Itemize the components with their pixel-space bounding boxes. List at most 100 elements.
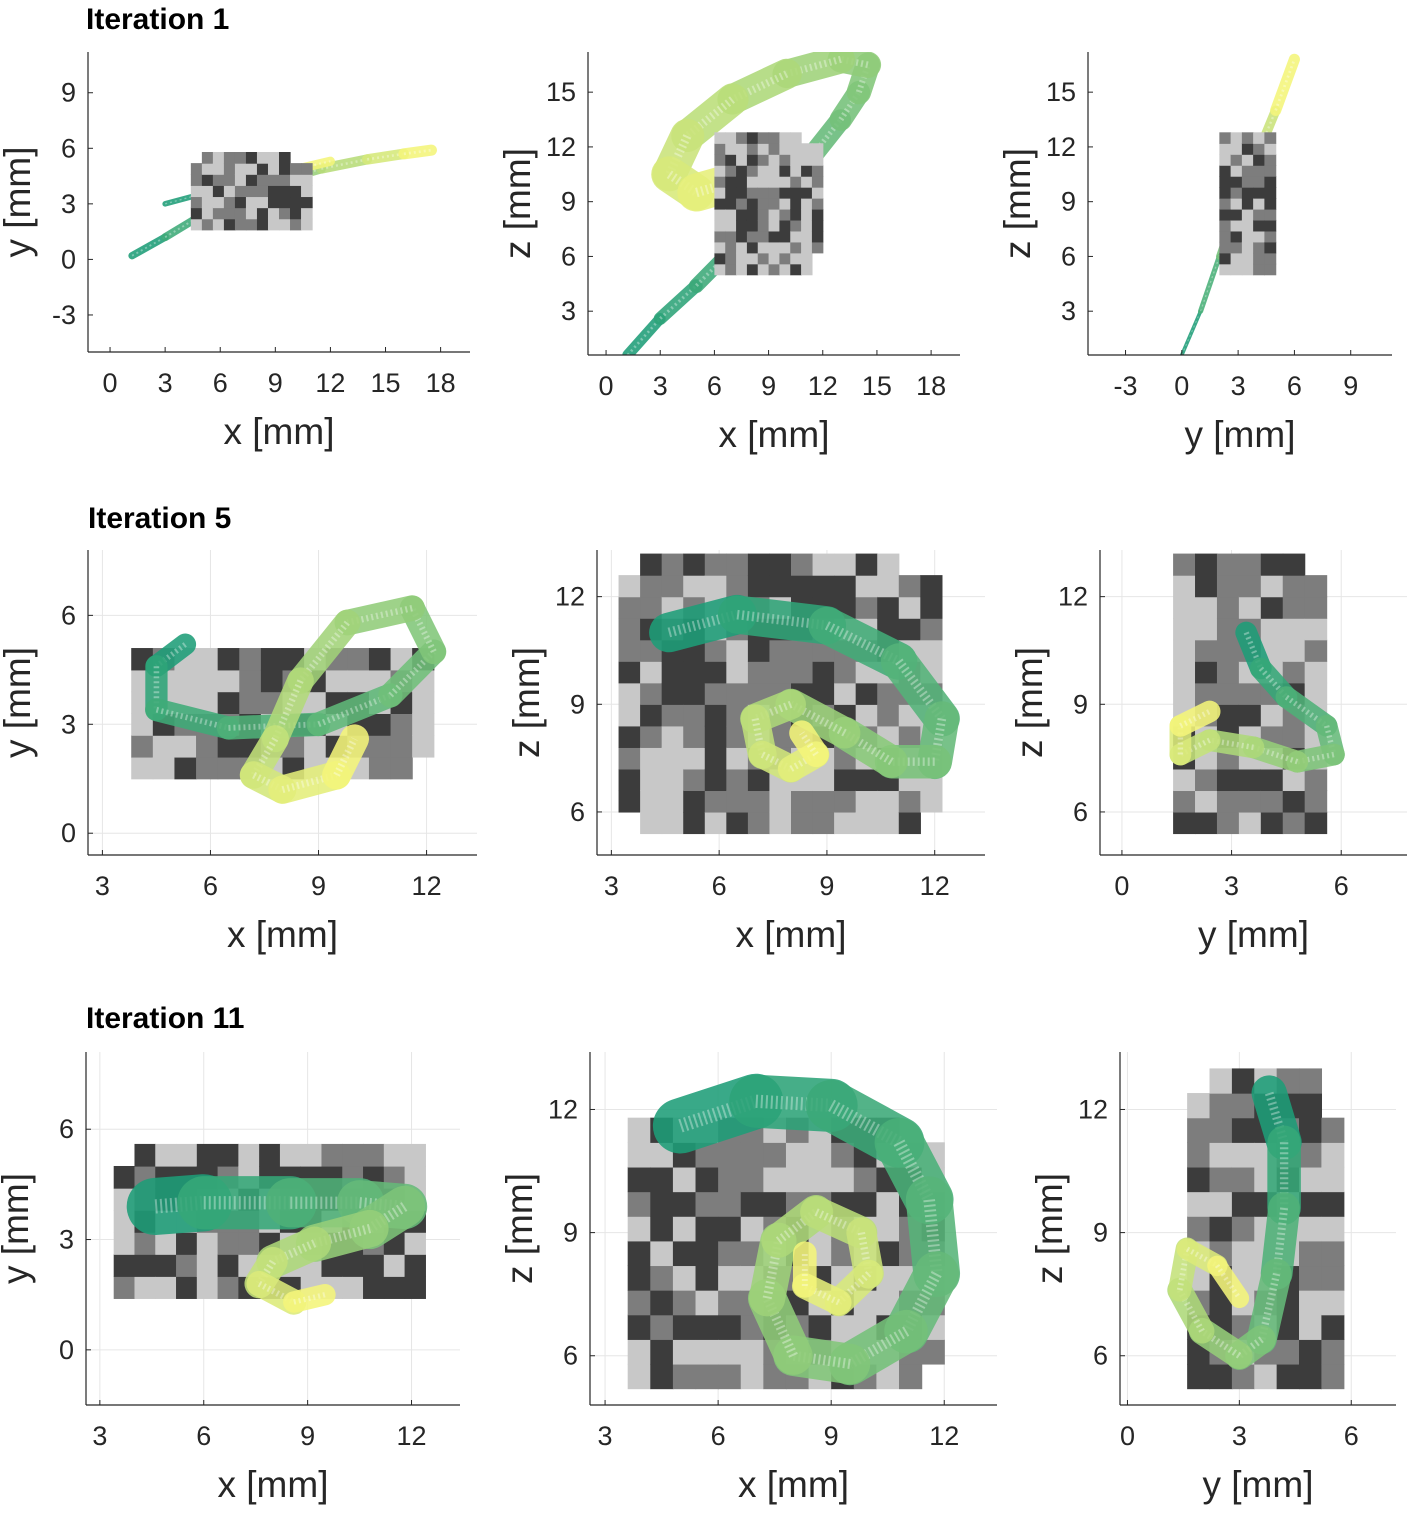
voxel: [1230, 143, 1243, 155]
voxel: [746, 263, 759, 276]
voxel: [223, 185, 236, 198]
voxel: [779, 263, 791, 276]
voxel: [1253, 198, 1265, 210]
voxel: [1187, 1216, 1211, 1242]
voxel: [368, 756, 392, 780]
voxel: [640, 682, 663, 705]
x-tick-label: 6: [196, 1421, 211, 1451]
spiral-mesh: [1255, 109, 1277, 157]
x-axis-label: y [mm]: [1203, 1464, 1314, 1505]
voxel: [267, 174, 280, 186]
voxel: [801, 252, 813, 265]
voxel: [1230, 176, 1243, 188]
voxel: [176, 1143, 198, 1167]
voxel: [279, 207, 291, 220]
voxel: [714, 252, 726, 265]
voxel: [757, 252, 770, 265]
y-tick-label: 6: [1093, 1341, 1108, 1371]
voxel: [1253, 154, 1265, 166]
x-tick-label: 12: [929, 1421, 959, 1451]
voxel: [757, 143, 770, 155]
x-tick-label: 0: [1120, 1421, 1135, 1451]
voxel: [212, 152, 225, 164]
voxel: [368, 735, 392, 758]
voxel: [279, 1143, 302, 1167]
voxel: [1195, 575, 1218, 598]
voxel: [747, 811, 771, 835]
voxel: [876, 1191, 900, 1217]
voxel: [267, 196, 280, 209]
voxel: [768, 165, 781, 177]
y-axis-label: y [mm]: [0, 147, 38, 258]
voxel: [725, 219, 737, 232]
voxel: [725, 187, 737, 199]
spiral-mesh: [799, 731, 819, 757]
x-axis-label: x [mm]: [218, 1464, 329, 1505]
voxel: [245, 163, 258, 175]
voxel: [769, 575, 792, 598]
voxel: [790, 198, 802, 210]
spiral-mesh: [155, 706, 230, 731]
voxel: [1219, 143, 1232, 155]
voxel: [1195, 790, 1218, 813]
voxel: [1241, 176, 1254, 188]
voxel: [279, 218, 291, 231]
voxel: [1264, 241, 1277, 254]
voxel: [1264, 143, 1277, 155]
voxel: [811, 165, 824, 177]
voxel: [812, 790, 835, 813]
voxel: [301, 207, 313, 220]
voxel: [300, 1143, 323, 1167]
voxel: [618, 704, 641, 727]
voxel: [1276, 1314, 1300, 1340]
voxel: [746, 176, 759, 188]
voxel: [383, 1276, 406, 1299]
voxel: [768, 154, 781, 166]
voxel: [683, 661, 706, 684]
voxel: [790, 176, 802, 188]
voxel: [155, 1254, 177, 1277]
voxel: [1299, 1166, 1323, 1193]
voxel: [704, 811, 727, 835]
voxel: [1219, 252, 1232, 265]
voxel: [412, 691, 435, 714]
voxel: [627, 1216, 651, 1242]
voxel: [234, 218, 247, 231]
voxel: [834, 768, 857, 792]
voxel: [1195, 768, 1218, 792]
x-axis-label: x [mm]: [227, 914, 338, 955]
voxel: [640, 661, 663, 684]
voxel: [223, 163, 236, 175]
voxel: [279, 196, 291, 209]
voxel: [1238, 811, 1262, 835]
y-axis-label: z [mm]: [1009, 647, 1050, 758]
x-tick-label: 6: [203, 871, 218, 901]
voxel: [768, 187, 781, 199]
voxel: [718, 1142, 742, 1168]
voxel: [217, 756, 240, 780]
y-axis-label: y [mm]: [0, 1173, 36, 1284]
voxel: [1282, 553, 1306, 576]
voxel: [1304, 575, 1328, 598]
voxel: [855, 704, 878, 727]
voxel: [256, 174, 269, 186]
voxel: [811, 143, 824, 155]
voxel: [134, 1232, 156, 1255]
x-tick-label: 3: [1231, 371, 1246, 401]
voxel: [1231, 1093, 1255, 1119]
y-tick-label: 12: [555, 582, 585, 612]
voxel: [1231, 1363, 1255, 1390]
voxel: [763, 1142, 787, 1168]
voxel: [779, 154, 791, 166]
voxel: [725, 198, 737, 210]
y-tick-label: 15: [546, 77, 576, 107]
voxel: [683, 682, 706, 705]
voxel: [768, 252, 781, 265]
voxel: [683, 704, 706, 727]
voxel: [740, 1191, 764, 1217]
voxel: [301, 174, 313, 186]
panel-1-top: 0 3 6 9 12 15 18 -3 0 3 6 9 x [mm] y [mm]: [0, 52, 470, 452]
voxel: [190, 196, 203, 209]
voxel: [234, 196, 247, 209]
voxel: [718, 1166, 742, 1193]
